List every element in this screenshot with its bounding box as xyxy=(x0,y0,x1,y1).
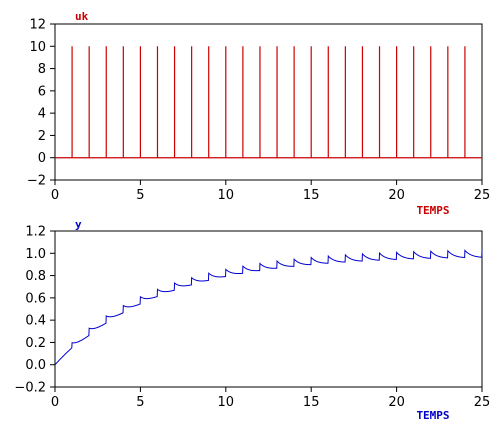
y-tick-label: 8 xyxy=(38,62,46,77)
x-tick-label: 0 xyxy=(51,188,59,203)
x-tick-label: 20 xyxy=(388,395,405,410)
uk-series-label: uk xyxy=(75,10,89,23)
uk-y-axis: −2 0 2 4 6 8 10 12 xyxy=(27,18,55,189)
x-tick-label: 15 xyxy=(303,395,320,410)
x-tick-label: 0 xyxy=(51,395,59,410)
y-tick-label: 1.0 xyxy=(25,247,46,262)
y-tick-label: 0.0 xyxy=(25,358,46,373)
uk-impulse-marks xyxy=(71,46,466,158)
y-tick-label: 1.2 xyxy=(25,225,46,240)
x-tick-label: 25 xyxy=(474,395,491,410)
x-tick-label: 5 xyxy=(136,395,144,410)
x-tick-label: 20 xyxy=(388,188,405,203)
uk-plot-frame xyxy=(54,23,483,181)
uk-chart-panel: −2 0 2 4 6 8 10 12 0 5 10 15 20 25 uk TEMPS xyxy=(27,10,490,217)
y-tick-label: 10 xyxy=(29,40,46,55)
x-tick-label: 10 xyxy=(218,395,235,410)
y-tick-label: 0 xyxy=(38,151,46,166)
y-tick-label: −2 xyxy=(27,174,46,189)
y-plot-frame xyxy=(54,230,483,388)
x-tick-label: 15 xyxy=(303,188,320,203)
y-tick-label: 0.8 xyxy=(25,269,46,284)
y-tick-label: 0.6 xyxy=(25,291,46,306)
y-tick-label: 0.2 xyxy=(25,336,46,351)
y-x-axis-title: TEMPS xyxy=(416,409,449,422)
y-tick-label: −0.2 xyxy=(14,381,46,396)
y-series-label: y xyxy=(75,218,82,231)
y-tick-label: 0.4 xyxy=(25,314,46,329)
y-x-axis: 0 5 10 15 20 25 xyxy=(51,387,490,410)
y-tick-label: 12 xyxy=(29,18,46,33)
y-tick-label: 4 xyxy=(38,107,46,122)
x-tick-label: 25 xyxy=(474,188,491,203)
x-tick-label: 5 xyxy=(136,188,144,203)
uk-x-axis: 0 5 10 15 20 25 xyxy=(51,180,490,203)
uk-x-axis-title: TEMPS xyxy=(416,204,449,217)
x-tick-label: 10 xyxy=(218,188,235,203)
y-series-line xyxy=(54,249,483,366)
y-y-axis: −0.2 0.0 0.2 0.4 0.6 0.8 1.0 1.2 xyxy=(14,225,55,396)
y-chart-panel: −0.2 0.0 0.2 0.4 0.6 0.8 1.0 1.2 0 5 10 15 20 25 y T… xyxy=(14,218,490,422)
y-tick-label: 6 xyxy=(38,84,46,99)
y-tick-label: 2 xyxy=(38,129,46,144)
